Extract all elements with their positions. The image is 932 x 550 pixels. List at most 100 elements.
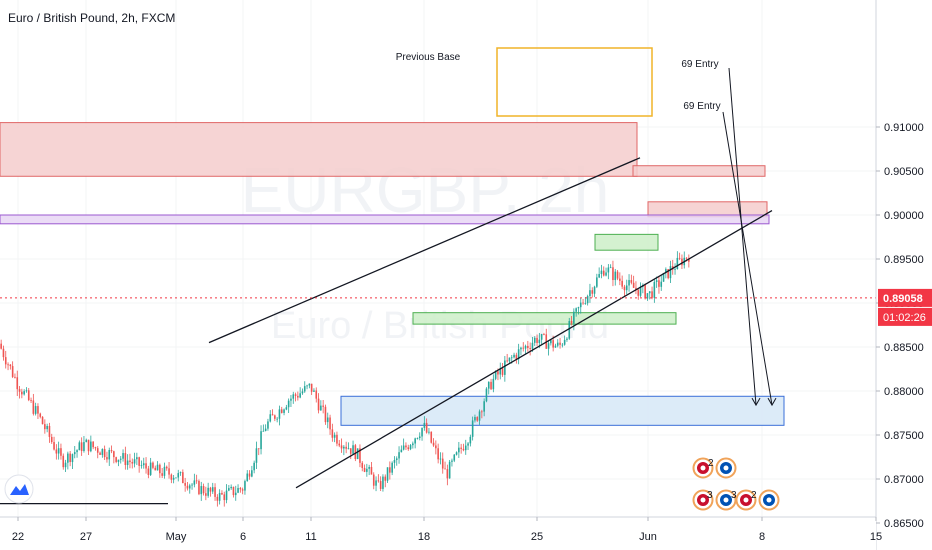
last-price-value: 0.89058 [883, 293, 923, 305]
candle-body [73, 452, 76, 455]
candle-body [188, 485, 191, 489]
candle-body [322, 405, 324, 407]
candle-body [251, 470, 253, 477]
candle-body [4, 357, 7, 365]
candle-body [83, 442, 85, 452]
candle-body [211, 487, 214, 492]
candle-body [395, 458, 398, 461]
candle-body [133, 459, 136, 464]
event-flag-icon[interactable] [735, 489, 757, 511]
candle-body [490, 381, 492, 390]
candle-body [67, 453, 69, 463]
candle-body [586, 296, 589, 304]
candle-body [260, 431, 262, 450]
time-axis: 22 27 May 6 11 18 25 Jun 8 15 [0, 474, 882, 550]
candle-body [113, 451, 115, 458]
candle-body [455, 452, 458, 455]
candle-body [78, 442, 81, 451]
candle-body [320, 405, 322, 411]
candle-body [568, 321, 571, 339]
candle-body [492, 378, 495, 390]
candle-body [340, 445, 343, 449]
candle-body [441, 458, 444, 469]
candle-body [453, 454, 456, 461]
candle-body [343, 446, 345, 449]
candle-body [497, 371, 499, 375]
candle-body [306, 385, 308, 387]
candle-body [524, 345, 527, 349]
event-flag-icon[interactable] [715, 457, 737, 479]
label-entry-lower: 69 Entry [683, 101, 720, 112]
candle-body [244, 481, 246, 491]
candle-body [354, 445, 357, 459]
candle-body [30, 400, 32, 401]
candle-body [577, 307, 580, 309]
candle-body [349, 448, 352, 454]
candle-body [106, 457, 108, 460]
candle-body [499, 368, 502, 375]
candle-body [202, 486, 205, 494]
candle-body [538, 339, 541, 343]
candle-body [290, 398, 292, 401]
candle-body [23, 391, 25, 395]
candle-body [547, 343, 550, 349]
candle-body [221, 492, 223, 495]
candle-body [149, 462, 152, 475]
candle-body [655, 280, 658, 282]
candle-body [464, 445, 467, 451]
candle-body [476, 417, 479, 421]
candle-body [237, 488, 239, 493]
candle-body [122, 453, 124, 459]
candle-body [124, 453, 127, 465]
event-flag-icon[interactable] [692, 457, 714, 479]
candle-body [0, 343, 2, 349]
trend-line [295, 210, 773, 489]
label-previous-base: Previous Base [396, 52, 461, 63]
trend-lines [0, 67, 876, 505]
candle-body [432, 442, 435, 446]
candle-body [55, 449, 58, 454]
event-flag-icon[interactable] [758, 489, 780, 511]
time-tick-label: 6 [240, 531, 246, 543]
candle-body [389, 467, 391, 473]
candle-body [336, 434, 338, 444]
candle-body [280, 409, 283, 413]
event-flag-icon[interactable] [692, 489, 714, 511]
price-tick-label: 0.89500 [884, 254, 924, 266]
candle-body [87, 439, 90, 452]
candle-body [605, 272, 607, 276]
candle-body [556, 342, 559, 346]
event-count: 3 [731, 490, 737, 501]
candle-body [623, 286, 626, 291]
event-badges[interactable]: 2 3 2 3 [692, 457, 780, 511]
candle-body [552, 340, 554, 348]
candle-body [248, 473, 251, 477]
label-entry-upper: 69 Entry [681, 59, 718, 70]
candle-body [271, 414, 274, 416]
candle-body [228, 488, 230, 491]
candle-body [310, 383, 313, 392]
candle-body [648, 291, 651, 294]
candle-body [14, 376, 16, 378]
candle-body [372, 474, 375, 486]
event-flag-dot [743, 497, 749, 503]
candle-body [285, 407, 288, 410]
candle-body [21, 391, 23, 395]
zones [0, 47, 785, 426]
event-count: 2 [708, 458, 714, 469]
zone-demand-1 [594, 233, 659, 251]
candle-body [117, 459, 120, 462]
candle-body [619, 278, 621, 281]
candle-body [366, 468, 368, 472]
candle-body [168, 468, 170, 475]
candle-body [71, 454, 74, 463]
candle-body [269, 414, 272, 422]
zone-purple-band [0, 214, 770, 225]
candle-body [94, 447, 97, 449]
time-tick-label: 22 [12, 531, 24, 543]
highlight-box [496, 47, 653, 117]
candle-body [193, 480, 196, 485]
candle-body [658, 280, 660, 287]
candle-body [444, 468, 446, 470]
